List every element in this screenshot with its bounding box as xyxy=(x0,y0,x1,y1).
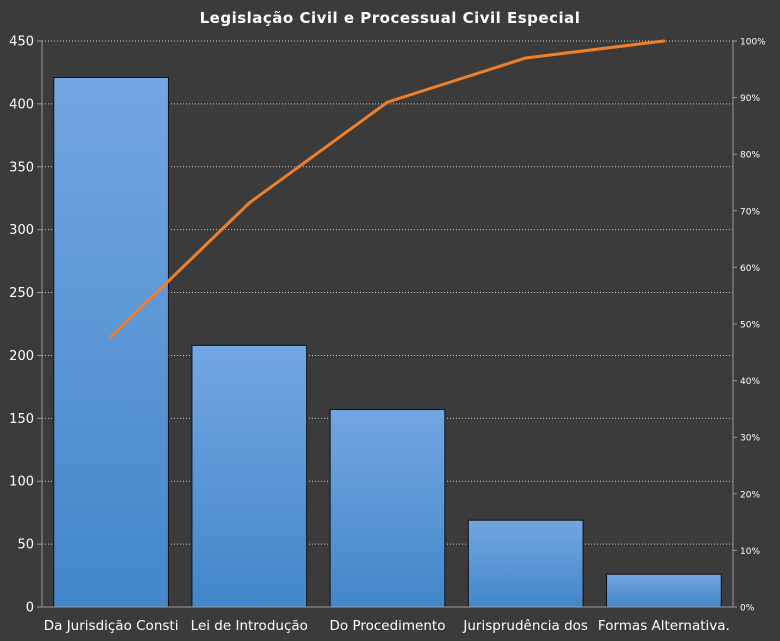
cumulative-point xyxy=(386,100,389,104)
cumulative-point xyxy=(662,39,666,43)
x-tick-label: Formas Alternativa. xyxy=(598,618,730,634)
y-tick-label: 100 xyxy=(9,475,34,490)
bar-5 xyxy=(606,573,722,608)
bar-2 xyxy=(191,344,308,608)
y-tick-label: 400 xyxy=(9,97,34,112)
y2-tick-label: 50% xyxy=(740,321,760,331)
y2-tick-label: 0% xyxy=(740,604,755,614)
cumulative-point xyxy=(109,334,113,338)
y2-tick-label: 90% xyxy=(740,94,760,104)
y2-tick-label: 100% xyxy=(740,38,766,48)
y2-tick-label: 40% xyxy=(740,377,760,387)
y-tick-label: 200 xyxy=(9,349,34,364)
x-tick-label: Jurisprudência dos xyxy=(462,618,588,634)
x-tick-label: Do Procedimento xyxy=(330,618,446,634)
y-tick-label: 50 xyxy=(17,538,34,553)
cumulative-line-group xyxy=(109,39,666,338)
bars xyxy=(53,76,722,608)
bar-3 xyxy=(329,409,446,608)
y-tick-label: 150 xyxy=(9,412,34,427)
axes: 0 50 100 150 200 250 300 350 400 450 0% 10% 20% 30% 40… xyxy=(9,35,766,635)
cumulative-point xyxy=(247,201,251,205)
y2-tick-label: 80% xyxy=(740,151,760,161)
chart-title: Legislação Civil e Processual Civil Espe… xyxy=(200,9,581,27)
x-tick-label: Da Jurisdição Consti xyxy=(44,618,179,634)
y-tick-label: 450 xyxy=(9,35,34,50)
y-tick-label: 300 xyxy=(9,223,34,238)
y2-tick-label: 70% xyxy=(740,207,760,217)
y2-tick-label: 60% xyxy=(740,264,760,274)
x-tick-label: Lei de Introdução xyxy=(191,618,308,634)
y2-tick-label: 10% xyxy=(740,547,760,557)
bar-4 xyxy=(467,519,584,608)
cumulative-point xyxy=(524,56,528,60)
bar-1 xyxy=(53,76,169,608)
y2-tick-label: 30% xyxy=(740,434,760,444)
y2-tick-label: 20% xyxy=(740,490,760,500)
y-tick-label: 0 xyxy=(26,601,34,616)
y-tick-label: 250 xyxy=(9,286,34,301)
y-tick-label: 350 xyxy=(9,160,34,175)
